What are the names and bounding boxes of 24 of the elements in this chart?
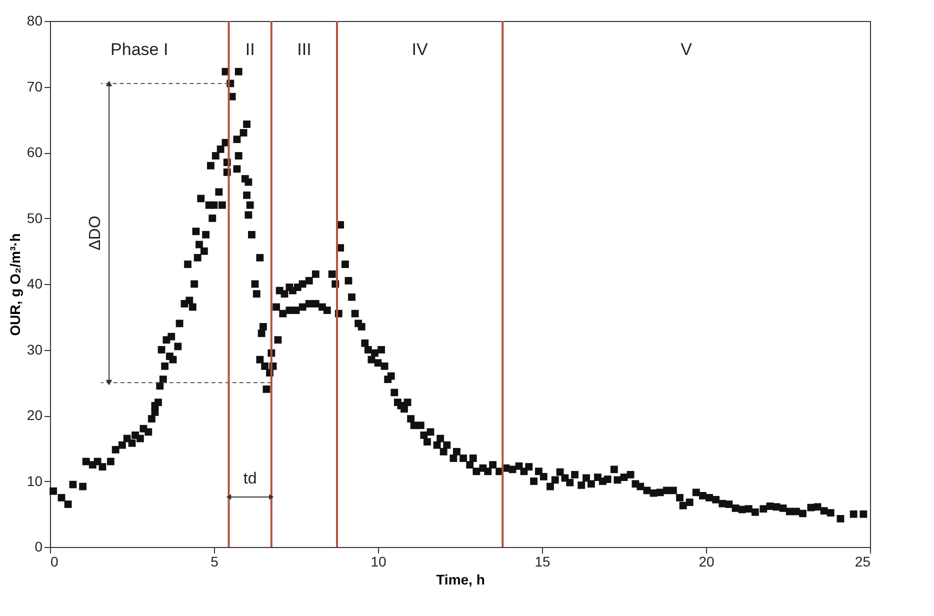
x-tick-label: 0 xyxy=(50,554,58,570)
y-tick-label: 70 xyxy=(26,78,43,94)
annotation: ΔDO xyxy=(87,216,104,250)
annotation: Phase I xyxy=(110,40,168,59)
x-tick-label: 20 xyxy=(698,554,714,570)
x-axis-title: Time, h xyxy=(436,572,485,588)
y-tick-label: 10 xyxy=(26,472,43,489)
annotation: IV xyxy=(412,40,429,59)
annotation: III xyxy=(297,40,312,59)
x-tick-label: 5 xyxy=(210,554,219,570)
y-tick-label: 30 xyxy=(26,341,43,358)
y-tick-label: 20 xyxy=(26,407,43,423)
y-tick-label: 80 xyxy=(26,12,43,28)
x-tick-label: 10 xyxy=(370,554,386,570)
y-tick-label: 0 xyxy=(34,538,43,554)
annotation: td xyxy=(243,470,257,488)
x-tick-label: 25 xyxy=(854,554,871,570)
x-tick-label: 15 xyxy=(534,554,550,570)
y-tick-label: 40 xyxy=(26,276,43,292)
y-axis-title: OUR, g O₂/m³·h xyxy=(6,233,23,336)
annotation: II xyxy=(245,40,255,59)
annotation: V xyxy=(680,40,693,59)
y-tick-label: 60 xyxy=(26,144,43,160)
y-tick-label: 50 xyxy=(26,210,43,226)
